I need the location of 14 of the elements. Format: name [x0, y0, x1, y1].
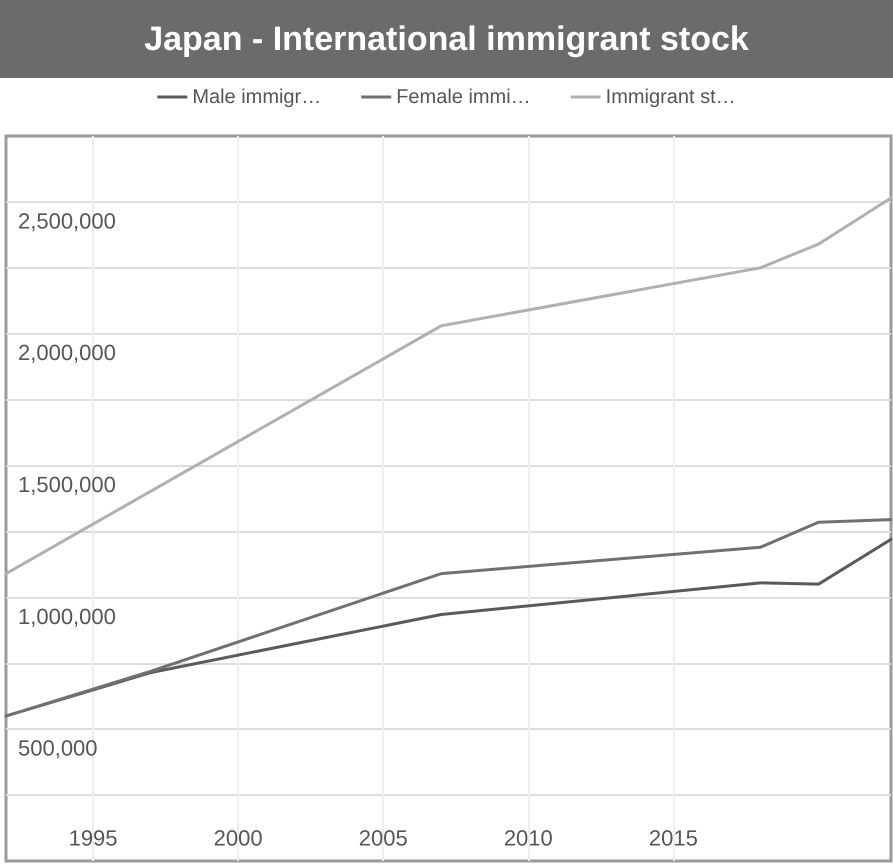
x-tick-label: 2005	[358, 826, 408, 850]
y-tick-label: 1,500,000	[18, 472, 116, 498]
legend-label: Male immigr…	[192, 86, 322, 108]
x-tick-label: 2010	[504, 826, 553, 850]
y-tick-label: 2,500,000	[18, 208, 116, 234]
y-tick-label: 500,000	[18, 736, 98, 761]
y-tick-label: 2,000,000	[18, 340, 116, 366]
legend-label: Immigrant st…	[606, 86, 736, 108]
y-tick-label: 1,000,000	[18, 604, 116, 629]
legend-label: Female immi…	[396, 86, 531, 108]
x-tick-label: 1995	[68, 826, 118, 850]
x-tick-label: 2000	[214, 826, 263, 850]
x-tick-label: 2015	[648, 826, 698, 850]
chart-title: Japan - International immigrant stock	[0, 0, 893, 78]
